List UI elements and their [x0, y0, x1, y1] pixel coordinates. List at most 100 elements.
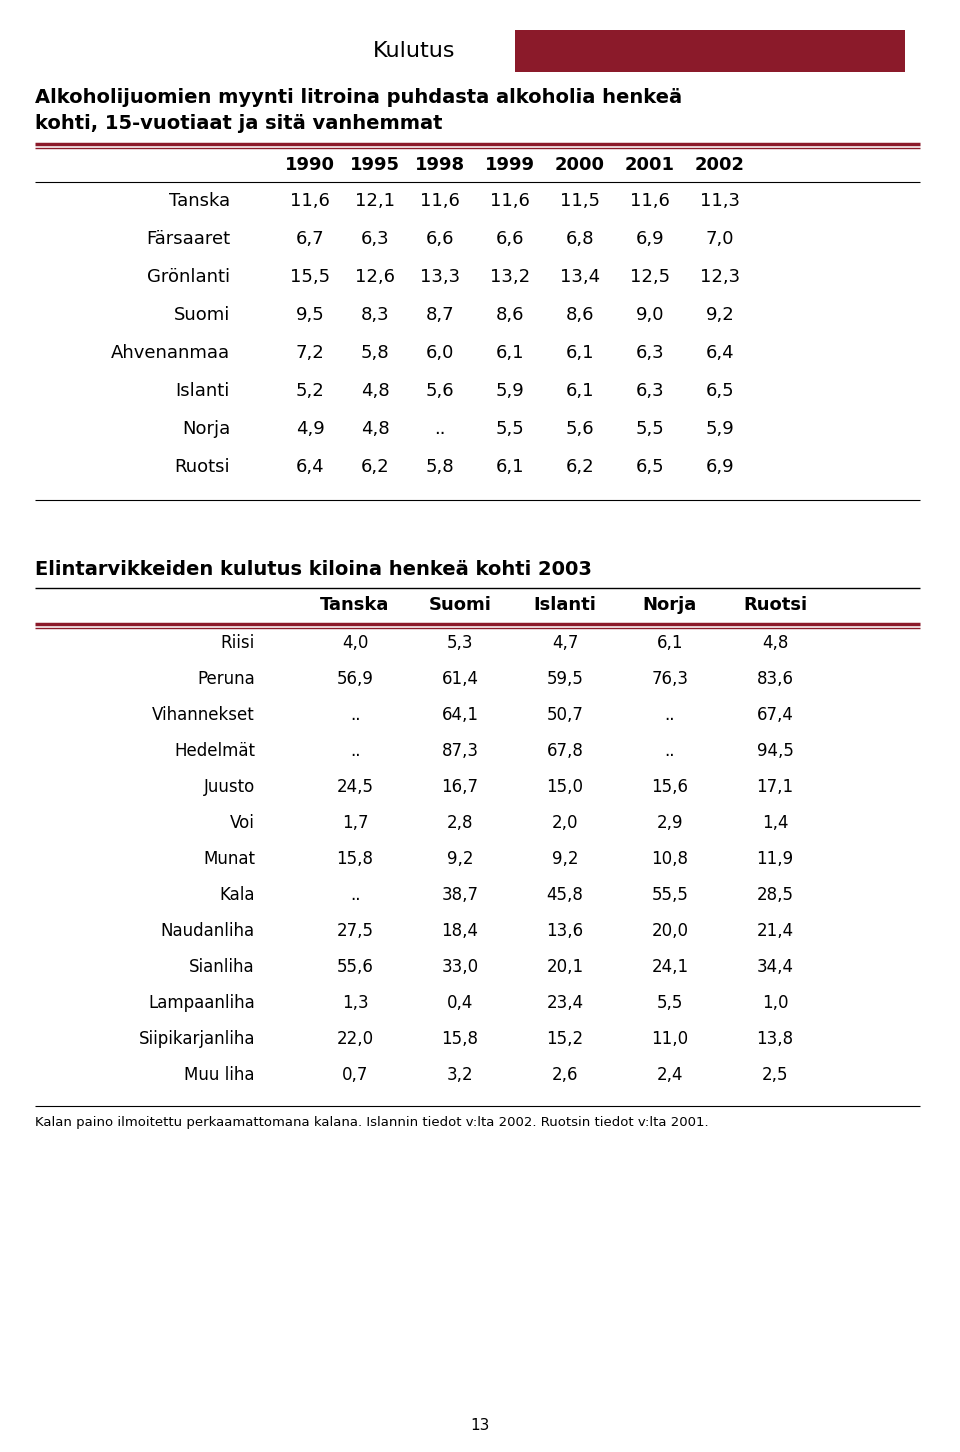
Text: 12,6: 12,6 — [355, 269, 395, 286]
Text: 5,9: 5,9 — [495, 382, 524, 399]
Text: 11,3: 11,3 — [700, 192, 740, 211]
Text: 6,9: 6,9 — [706, 457, 734, 476]
Text: 6,0: 6,0 — [426, 344, 454, 362]
Text: Norja: Norja — [643, 595, 697, 614]
Text: 83,6: 83,6 — [756, 669, 794, 688]
Text: 5,8: 5,8 — [361, 344, 390, 362]
Text: 13,4: 13,4 — [560, 269, 600, 286]
Text: 6,3: 6,3 — [636, 344, 664, 362]
Text: 76,3: 76,3 — [652, 669, 688, 688]
Text: 4,8: 4,8 — [361, 420, 390, 439]
Text: 5,5: 5,5 — [495, 420, 524, 439]
Text: 9,0: 9,0 — [636, 306, 664, 324]
Text: ..: .. — [349, 706, 360, 725]
Text: 11,5: 11,5 — [560, 192, 600, 211]
Text: 7,2: 7,2 — [296, 344, 324, 362]
Text: Riisi: Riisi — [221, 635, 255, 652]
Text: 21,4: 21,4 — [756, 922, 794, 939]
Text: 64,1: 64,1 — [442, 706, 478, 725]
Text: 2001: 2001 — [625, 155, 675, 174]
Text: Muu liha: Muu liha — [184, 1066, 255, 1085]
Text: Kulutus: Kulutus — [372, 41, 455, 61]
Text: 11,9: 11,9 — [756, 849, 794, 868]
Text: 38,7: 38,7 — [442, 886, 478, 905]
Text: Voi: Voi — [230, 815, 255, 832]
Text: Suomi: Suomi — [428, 595, 492, 614]
Text: Munat: Munat — [203, 849, 255, 868]
Text: 87,3: 87,3 — [442, 742, 478, 759]
Text: 7,0: 7,0 — [706, 229, 734, 248]
Text: 12,1: 12,1 — [355, 192, 395, 211]
Text: 13,6: 13,6 — [546, 922, 584, 939]
Text: 33,0: 33,0 — [442, 958, 479, 976]
Text: 1,7: 1,7 — [342, 815, 369, 832]
Text: 4,0: 4,0 — [342, 635, 369, 652]
Text: 1990: 1990 — [285, 155, 335, 174]
Text: 5,2: 5,2 — [296, 382, 324, 399]
Text: 2,4: 2,4 — [657, 1066, 684, 1085]
Text: Alkoholijuomien myynti litroina puhdasta alkoholia henkeä: Alkoholijuomien myynti litroina puhdasta… — [35, 89, 683, 107]
Text: 50,7: 50,7 — [546, 706, 584, 725]
Text: 2002: 2002 — [695, 155, 745, 174]
Text: 12,3: 12,3 — [700, 269, 740, 286]
Text: Islanti: Islanti — [176, 382, 230, 399]
Text: 9,2: 9,2 — [552, 849, 578, 868]
Text: Juusto: Juusto — [204, 778, 255, 796]
Text: 8,3: 8,3 — [361, 306, 390, 324]
Text: 15,2: 15,2 — [546, 1029, 584, 1048]
Text: 6,3: 6,3 — [636, 382, 664, 399]
Text: 15,8: 15,8 — [337, 849, 373, 868]
Text: 4,9: 4,9 — [296, 420, 324, 439]
Text: Islanti: Islanti — [534, 595, 596, 614]
Text: Vihannekset: Vihannekset — [153, 706, 255, 725]
Text: 5,5: 5,5 — [636, 420, 664, 439]
Text: 1999: 1999 — [485, 155, 535, 174]
Text: 5,5: 5,5 — [657, 995, 684, 1012]
Text: 6,4: 6,4 — [296, 457, 324, 476]
Text: 5,6: 5,6 — [565, 420, 594, 439]
Text: 13,8: 13,8 — [756, 1029, 794, 1048]
Text: 2,9: 2,9 — [657, 815, 684, 832]
Text: ..: .. — [434, 420, 445, 439]
Text: 20,1: 20,1 — [546, 958, 584, 976]
Text: 27,5: 27,5 — [337, 922, 373, 939]
Text: 10,8: 10,8 — [652, 849, 688, 868]
Text: 24,5: 24,5 — [337, 778, 373, 796]
Text: Kalan paino ilmoitettu perkaamattomana kalana. Islannin tiedot v:lta 2002. Ruots: Kalan paino ilmoitettu perkaamattomana k… — [35, 1117, 708, 1130]
Text: 6,6: 6,6 — [495, 229, 524, 248]
Text: Ruotsi: Ruotsi — [175, 457, 230, 476]
Text: 13,2: 13,2 — [490, 269, 530, 286]
Text: Kala: Kala — [220, 886, 255, 905]
Text: kohti, 15-vuotiaat ja sitä vanhemmat: kohti, 15-vuotiaat ja sitä vanhemmat — [35, 115, 443, 134]
Text: 17,1: 17,1 — [756, 778, 794, 796]
Text: 15,8: 15,8 — [442, 1029, 478, 1048]
Text: 1998: 1998 — [415, 155, 465, 174]
Text: Färsaaret: Färsaaret — [146, 229, 230, 248]
Text: 6,1: 6,1 — [565, 344, 594, 362]
Text: Siipikarjanliha: Siipikarjanliha — [138, 1029, 255, 1048]
Text: 9,2: 9,2 — [446, 849, 473, 868]
Text: 6,1: 6,1 — [495, 457, 524, 476]
Text: 56,9: 56,9 — [337, 669, 373, 688]
Text: Ahvenanmaa: Ahvenanmaa — [110, 344, 230, 362]
Text: 2000: 2000 — [555, 155, 605, 174]
Text: 67,4: 67,4 — [756, 706, 793, 725]
Text: ..: .. — [664, 706, 675, 725]
Text: 6,5: 6,5 — [706, 382, 734, 399]
Text: 1,0: 1,0 — [761, 995, 788, 1012]
Text: 18,4: 18,4 — [442, 922, 478, 939]
Text: 6,3: 6,3 — [361, 229, 390, 248]
Text: 8,6: 8,6 — [495, 306, 524, 324]
Text: 9,2: 9,2 — [706, 306, 734, 324]
Text: 1995: 1995 — [350, 155, 400, 174]
Text: 5,8: 5,8 — [425, 457, 454, 476]
Text: 4,8: 4,8 — [762, 635, 788, 652]
Text: 23,4: 23,4 — [546, 995, 584, 1012]
Text: Hedelmät: Hedelmät — [174, 742, 255, 759]
Text: Peruna: Peruna — [197, 669, 255, 688]
Text: 8,7: 8,7 — [425, 306, 454, 324]
Text: 5,3: 5,3 — [446, 635, 473, 652]
Text: 94,5: 94,5 — [756, 742, 793, 759]
Text: 67,8: 67,8 — [546, 742, 584, 759]
Text: 12,5: 12,5 — [630, 269, 670, 286]
